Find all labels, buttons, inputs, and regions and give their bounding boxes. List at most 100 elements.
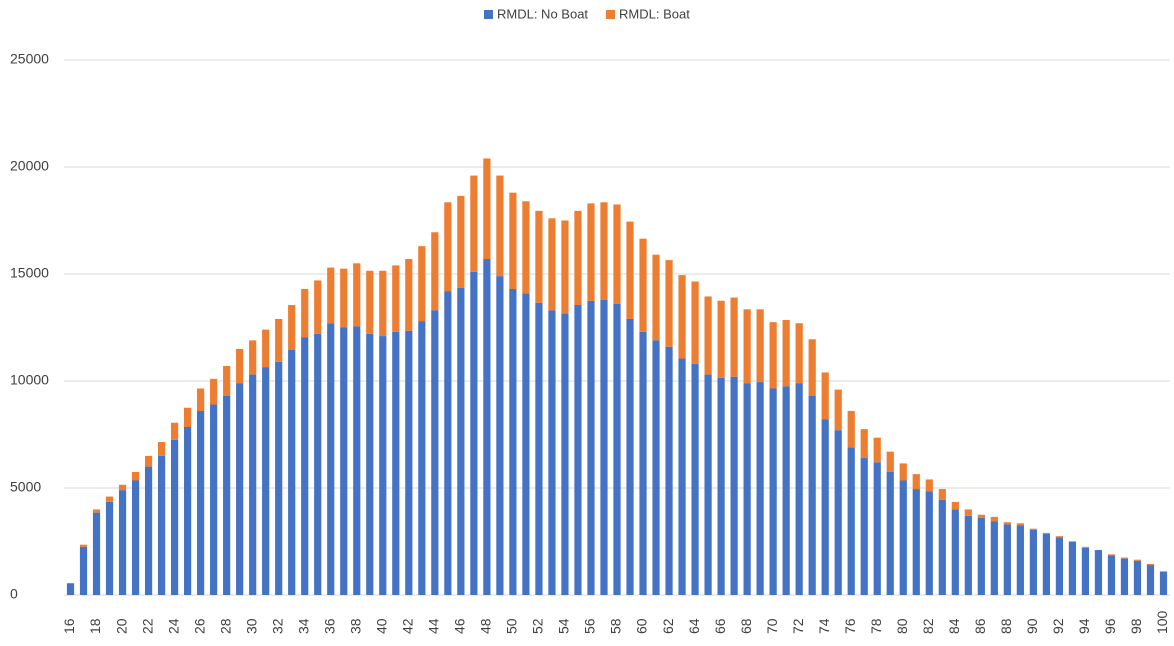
x-tick-label: 64 (686, 618, 702, 634)
bar-segment (665, 346, 673, 595)
bar-segment (743, 309, 751, 384)
y-tick-label: 10000 (10, 372, 49, 388)
x-tick-label: 86 (972, 618, 988, 634)
bar-segment (1081, 546, 1090, 548)
bar-segment (873, 462, 881, 595)
x-tick-label: 26 (191, 618, 207, 634)
bar-segment (847, 410, 855, 448)
bar-segment (262, 329, 270, 368)
x-tick-label: 42 (400, 618, 416, 634)
x-tick-label: 48 (478, 618, 494, 634)
x-tick-label: 52 (530, 618, 546, 634)
bar-segment (171, 422, 179, 440)
bar-segment (613, 204, 621, 304)
bar-segment (795, 383, 803, 595)
bar-segment (275, 318, 283, 362)
bar-segment (808, 395, 816, 595)
bar-segment (1042, 532, 1050, 535)
bar-segment (561, 220, 569, 314)
bar-segment (457, 195, 465, 288)
bar-segment (808, 339, 816, 396)
bar-segment (951, 509, 959, 595)
bar-segment (457, 287, 465, 595)
x-tick-label: 94 (1076, 618, 1092, 634)
x-tick-label: 20 (113, 618, 129, 634)
x-tick-label: 76 (842, 618, 858, 634)
bar-segment (1055, 537, 1063, 595)
y-tick-label: 15000 (10, 265, 49, 281)
bar-segment (340, 268, 348, 328)
bar-segment (1042, 534, 1050, 595)
bar-segment (1003, 522, 1011, 525)
bar-segment (171, 439, 179, 595)
x-tick-label: 82 (920, 618, 936, 634)
bar-segment (925, 479, 933, 492)
bar-segment (314, 280, 322, 334)
bar-segment (730, 297, 738, 377)
bar-segment (301, 288, 309, 338)
bar-segment (249, 374, 257, 595)
bar-segment (118, 490, 127, 595)
bar-segment (366, 333, 374, 595)
bar-segment (470, 271, 478, 595)
bar-segment (184, 427, 192, 595)
bar-segment (444, 291, 452, 595)
bar-segment (756, 309, 764, 383)
bar-segment (483, 158, 491, 260)
x-tick-label: 68 (738, 618, 754, 634)
x-tick-label: 32 (269, 618, 285, 634)
bar-segment (1107, 555, 1116, 595)
bar-segment (548, 218, 556, 311)
bar-segment (743, 383, 751, 595)
bar-segment (392, 331, 400, 595)
bar-segment (236, 348, 244, 384)
bar-segment (587, 203, 595, 301)
bar-segment (652, 254, 660, 341)
bar-segment (574, 305, 582, 595)
bar-segment (314, 333, 322, 595)
y-tick-label: 25000 (10, 51, 49, 67)
bar-segment (548, 310, 556, 595)
bar-segment (574, 210, 582, 306)
bar-segment (938, 499, 946, 595)
bar-segment (1003, 524, 1011, 595)
bar-segment (847, 447, 855, 595)
x-tick-label: 74 (816, 618, 832, 634)
x-tick-label: 84 (946, 618, 962, 634)
bar-segment (782, 386, 790, 595)
x-tick-label: 88 (998, 618, 1014, 634)
x-tick-label: 60 (634, 618, 650, 634)
bar-segment (964, 515, 972, 595)
bar-segment (613, 303, 621, 595)
bar-segment (496, 276, 504, 595)
y-tick-label: 0 (10, 586, 18, 602)
x-tick-label: 62 (660, 618, 676, 634)
bar-segment (717, 300, 725, 378)
bar-segment (340, 327, 348, 595)
bar-segment (860, 429, 868, 459)
bar-segment (144, 466, 153, 595)
bar-segment (873, 437, 881, 463)
bar-segment (509, 288, 517, 595)
bar-segment (912, 474, 920, 490)
bar-segment (730, 376, 738, 595)
bar-segment (600, 202, 608, 300)
bar-segment (1107, 554, 1116, 556)
bar-segment (938, 489, 946, 500)
x-tick-label: 78 (868, 618, 884, 634)
x-tick-label: 90 (1024, 618, 1040, 634)
bar-segment (1094, 550, 1103, 595)
bar-segment (327, 323, 335, 595)
bar-segment (886, 451, 894, 472)
bar-segment (990, 521, 998, 595)
x-tick-label: 38 (347, 618, 363, 634)
bar-segment (275, 361, 283, 595)
bar-segment (157, 455, 166, 595)
bar-segment (587, 300, 595, 595)
x-tick-label: 30 (243, 618, 259, 634)
bar-segment (925, 491, 933, 595)
bar-segment (1146, 565, 1155, 595)
bar-segment (249, 340, 257, 375)
bar-segment (652, 340, 660, 595)
x-tick-label: 34 (295, 618, 311, 634)
